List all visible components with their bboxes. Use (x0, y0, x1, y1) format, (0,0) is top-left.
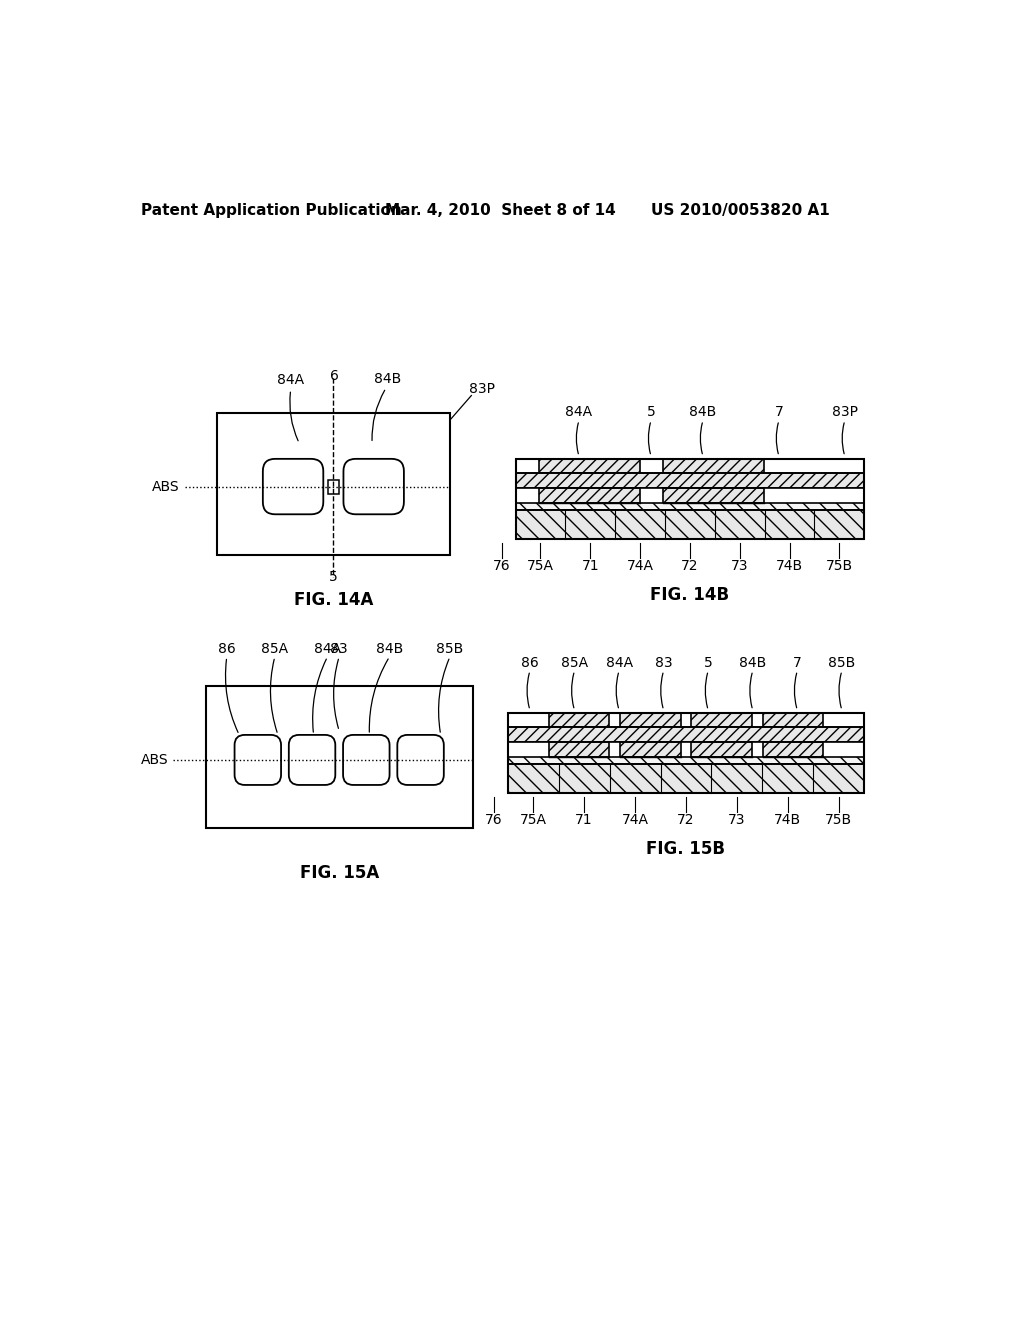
Text: 83: 83 (331, 642, 348, 656)
Text: ABS: ABS (153, 479, 180, 494)
FancyBboxPatch shape (234, 735, 281, 785)
Bar (515, 510, 864, 539)
Text: 74B: 74B (776, 558, 803, 573)
Text: 72: 72 (677, 813, 694, 826)
Text: 5: 5 (329, 569, 338, 583)
Text: 75A: 75A (527, 558, 554, 573)
Text: 5: 5 (647, 405, 655, 420)
Bar (663, 488, 764, 503)
Text: 83P: 83P (831, 405, 858, 420)
Text: 73: 73 (728, 813, 745, 826)
Text: FIG. 15A: FIG. 15A (300, 865, 379, 882)
Text: 84B: 84B (689, 405, 717, 420)
Bar (508, 758, 864, 763)
Bar (508, 763, 864, 793)
Text: 84A: 84A (278, 374, 304, 387)
Text: US 2010/0053820 A1: US 2010/0053820 A1 (651, 203, 829, 218)
FancyBboxPatch shape (263, 459, 324, 515)
Text: 83: 83 (655, 656, 673, 669)
Bar (515, 488, 864, 510)
Bar (539, 488, 640, 503)
Bar (328, 479, 339, 494)
Text: 6: 6 (331, 368, 339, 383)
FancyBboxPatch shape (343, 459, 403, 515)
Text: 7: 7 (774, 405, 783, 420)
Bar (515, 459, 864, 539)
Bar (549, 742, 609, 758)
Text: 86: 86 (218, 642, 236, 656)
Bar (621, 742, 681, 758)
Text: 75A: 75A (520, 813, 547, 826)
Text: 73: 73 (731, 558, 749, 573)
Text: 5: 5 (703, 656, 713, 669)
Bar (539, 459, 640, 473)
Text: 75B: 75B (825, 558, 853, 573)
Text: 85B: 85B (828, 656, 856, 669)
Bar (508, 742, 864, 763)
Text: 84B: 84B (374, 372, 401, 385)
Bar (549, 713, 609, 726)
Bar (508, 726, 864, 742)
Bar (217, 412, 450, 554)
Text: 76: 76 (485, 813, 503, 826)
Text: 75B: 75B (825, 813, 852, 826)
Text: 84A: 84A (605, 656, 633, 669)
Text: 84A: 84A (565, 405, 593, 420)
Bar (763, 742, 823, 758)
Text: 85A: 85A (261, 642, 289, 656)
Text: 74A: 74A (627, 558, 653, 573)
Text: 71: 71 (582, 558, 599, 573)
Text: 76: 76 (493, 558, 510, 573)
Text: 85A: 85A (561, 656, 588, 669)
Text: 85B: 85B (436, 642, 464, 656)
Text: 71: 71 (575, 813, 593, 826)
Text: 74B: 74B (774, 813, 802, 826)
Text: 84B: 84B (739, 656, 767, 669)
Text: FIG. 14B: FIG. 14B (650, 586, 729, 605)
Text: FIG. 15B: FIG. 15B (646, 840, 725, 858)
Text: Patent Application Publication: Patent Application Publication (141, 203, 401, 218)
Text: 7: 7 (793, 656, 802, 669)
FancyBboxPatch shape (343, 735, 389, 785)
Bar (763, 713, 823, 726)
Text: FIG. 14A: FIG. 14A (294, 590, 373, 609)
Bar (663, 459, 764, 473)
Text: 74A: 74A (622, 813, 648, 826)
Bar (691, 742, 752, 758)
Text: 72: 72 (681, 558, 698, 573)
FancyBboxPatch shape (289, 735, 335, 785)
FancyBboxPatch shape (397, 735, 443, 785)
Bar (206, 686, 473, 829)
Text: 86: 86 (521, 656, 539, 669)
Bar (515, 503, 864, 510)
Bar (515, 473, 864, 488)
Text: 83P: 83P (469, 383, 496, 396)
Text: 84B: 84B (376, 642, 403, 656)
Text: ABS: ABS (140, 752, 168, 767)
Text: 84A: 84A (314, 642, 341, 656)
Bar (508, 713, 864, 793)
Bar (691, 713, 752, 726)
Bar (621, 713, 681, 726)
Text: Mar. 4, 2010  Sheet 8 of 14: Mar. 4, 2010 Sheet 8 of 14 (385, 203, 615, 218)
